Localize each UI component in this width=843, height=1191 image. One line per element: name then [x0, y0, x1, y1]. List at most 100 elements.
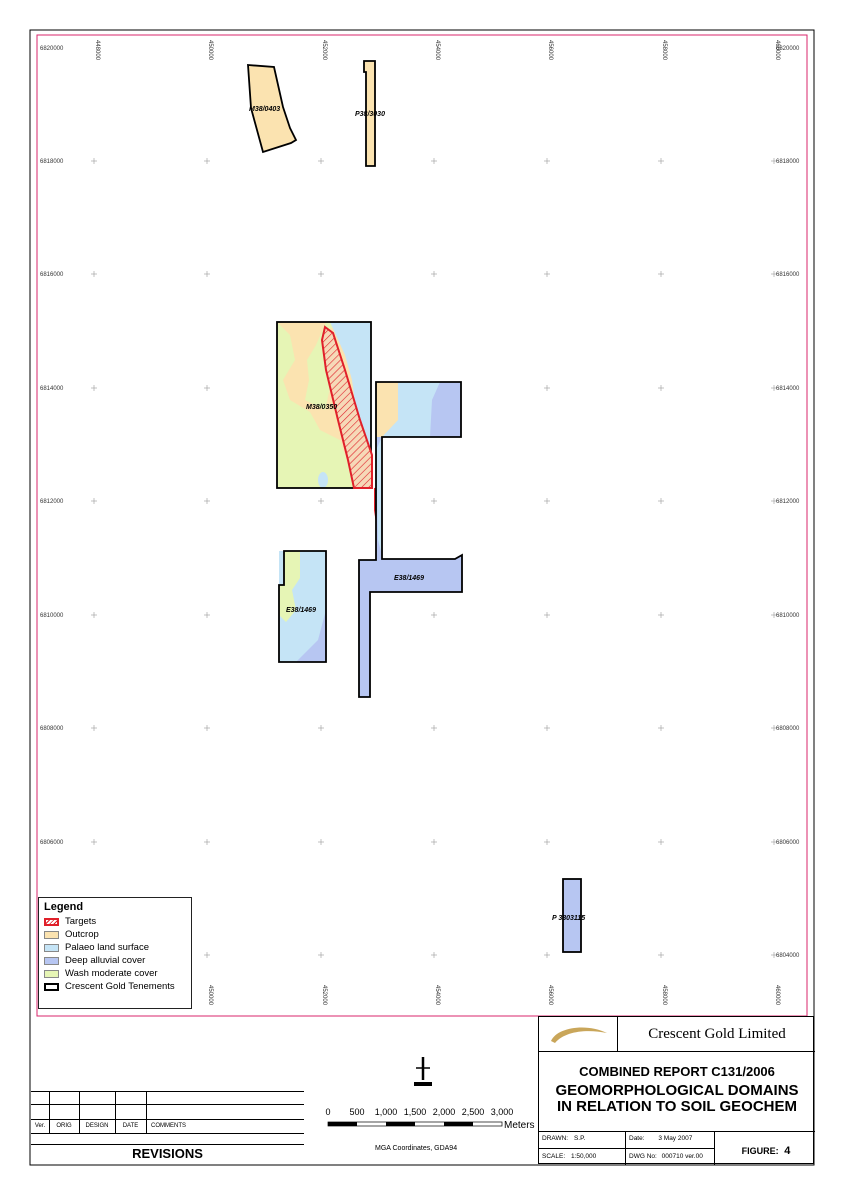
- easting-label-top: 460000: [774, 40, 780, 61]
- easting-label-top: 458000: [661, 40, 667, 61]
- tenement-label: M38/0403: [249, 106, 280, 113]
- northing-label: 6812000: [40, 499, 64, 505]
- scale-label: SCALE:: [542, 1153, 566, 1160]
- scale-tick-label: 3,000: [491, 1107, 514, 1117]
- easting-label-bottom: 450000: [207, 985, 213, 1006]
- tenement-e38-1469-west: [278, 550, 327, 663]
- dwg-label: DWG No:: [629, 1153, 657, 1160]
- legend-label: Wash moderate cover: [65, 968, 158, 979]
- legend-swatch: [44, 982, 59, 991]
- dwg-field: DWG No: 000710 ver.00: [629, 1153, 703, 1160]
- legend-item: Targets: [44, 915, 186, 928]
- drawing-title-line1: GEOMORPHOLOGICAL DOMAINS: [555, 1082, 799, 1099]
- revisions-table: Ver. ORIG DESIGN DATE COMMENTS REVISIONS: [31, 1091, 304, 1164]
- easting-labels: 448000 450000 450000 452000 452000 454000 4540…: [94, 40, 780, 1006]
- legend-items: Targets Outcrop Palaeo land surface Deep al…: [44, 915, 186, 993]
- easting-label-bottom: 454000: [434, 985, 440, 1006]
- scale-tick-label: 2,500: [462, 1107, 485, 1117]
- company-name: Crescent Gold Limited: [648, 1026, 786, 1042]
- tenement-m38-0403: [247, 64, 298, 154]
- map-frame: [36, 34, 808, 1017]
- figure-value: 4: [784, 1145, 791, 1157]
- legend-item: Deep alluvial cover: [44, 954, 186, 967]
- easting-label-bottom: 456000: [547, 985, 553, 1006]
- northing-label: 6806000: [40, 840, 64, 846]
- rev-header-design: DESIGN: [85, 1123, 109, 1129]
- legend-label: Targets: [65, 916, 97, 927]
- page-border: [29, 29, 815, 1166]
- tenement-label: E38/1469: [286, 607, 316, 614]
- scale-tick-label: 1,500: [404, 1107, 427, 1117]
- northing-label: 6818000: [40, 159, 64, 165]
- northing-labels: 6820000 6820000 6818000 6818000 6816000 68160…: [40, 46, 800, 959]
- easting-label-bottom: 460000: [774, 985, 780, 1006]
- scale-bar-labels: 0 500 1,000 1,500 2,000 2,500 3,000: [325, 1107, 513, 1117]
- northing-label: 6820000: [776, 46, 800, 52]
- drawing-title: GEOMORPHOLOGICAL DOMAINS IN RELATION TO …: [539, 1083, 815, 1115]
- northing-label: 6808000: [776, 726, 800, 732]
- easting-label-top: 454000: [434, 40, 440, 61]
- tenement-label: P38/3030: [355, 111, 385, 118]
- northing-label: 6812000: [776, 499, 800, 505]
- northing-label: 6816000: [776, 272, 800, 278]
- northing-label: 6808000: [40, 726, 64, 732]
- legend-label: Deep alluvial cover: [65, 955, 146, 966]
- rev-header-date: DATE: [122, 1123, 139, 1129]
- title-block: Crescent Gold Limited COMBINED REPORT C1…: [538, 1016, 815, 1165]
- report-number: COMBINED REPORT C131/2006: [579, 1064, 775, 1079]
- tenement-p-3803115: [562, 878, 582, 953]
- drawn-field: DRAWN: S.P.: [542, 1135, 585, 1142]
- northing-label: 6818000: [776, 159, 800, 165]
- crescent-logo-icon: [551, 1027, 607, 1043]
- figure-field: FIGURE: 4: [717, 1145, 815, 1157]
- scale-unit: Meters: [504, 1120, 535, 1131]
- scale-tick-label: 500: [349, 1107, 364, 1117]
- legend-item: Crescent Gold Tenements: [44, 980, 186, 993]
- tenement-label: P 3803115: [552, 915, 585, 922]
- scale-bar: [327, 1121, 503, 1127]
- northing-label: 6810000: [40, 613, 64, 619]
- legend-label: Crescent Gold Tenements: [65, 981, 175, 992]
- legend-label: Palaeo land surface: [65, 942, 149, 953]
- legend-title: Legend: [44, 901, 84, 913]
- rev-header-orig: ORIG: [56, 1123, 72, 1129]
- tenement-label: E38/1469: [394, 575, 424, 582]
- drawn-label: DRAWN:: [542, 1135, 569, 1142]
- easting-label-top: 450000: [207, 40, 213, 61]
- drawing-title-line2: IN RELATION TO SOIL GEOCHEM: [556, 1098, 797, 1115]
- map-legend: Legend Targets Outcrop Palaeo land surface…: [38, 897, 192, 1009]
- legend-item: Outcrop: [44, 928, 186, 941]
- coordinate-system: MGA Coordinates, GDA94: [375, 1145, 457, 1152]
- easting-label-top: 456000: [547, 40, 553, 61]
- rev-header-ver: Ver.: [34, 1123, 46, 1129]
- legend-swatch: [44, 930, 59, 939]
- easting-label-bottom: 458000: [661, 985, 667, 1006]
- northing-label: 6814000: [776, 386, 800, 392]
- tenement-e38-1469-east: [358, 381, 463, 698]
- date-field: Date: 3 May 2007: [629, 1135, 692, 1142]
- northing-label: 6816000: [40, 272, 64, 278]
- legend-label: Outcrop: [65, 929, 99, 940]
- legend-swatch: [44, 943, 59, 952]
- tenement-label: M38/0350: [306, 404, 337, 411]
- revisions-title: REVISIONS: [132, 1146, 203, 1161]
- date-value: 3 May 2007: [658, 1135, 693, 1142]
- scale-field: SCALE: 1:50,000: [542, 1153, 596, 1160]
- scale-tick-label: 0: [325, 1107, 330, 1117]
- legend-swatch: [44, 956, 59, 965]
- scale-value: 1:50,000: [570, 1153, 597, 1160]
- northing-label: 6806000: [776, 840, 800, 846]
- easting-label-bottom: 452000: [321, 985, 327, 1006]
- scale-tick-label: 1,000: [375, 1107, 398, 1117]
- target-zone-main: [320, 325, 373, 489]
- easting-label-top: 452000: [321, 40, 327, 61]
- northing-label: 6814000: [40, 386, 64, 392]
- dwg-value: 000710 ver.00: [661, 1153, 703, 1160]
- scale-tick-label: 2,000: [433, 1107, 456, 1117]
- figure-label: FIGURE:: [741, 1146, 779, 1156]
- legend-item: Wash moderate cover: [44, 967, 186, 980]
- north-arrow-icon: [414, 1057, 432, 1086]
- easting-label-top: 448000: [94, 40, 100, 61]
- northing-label: 6820000: [40, 46, 64, 52]
